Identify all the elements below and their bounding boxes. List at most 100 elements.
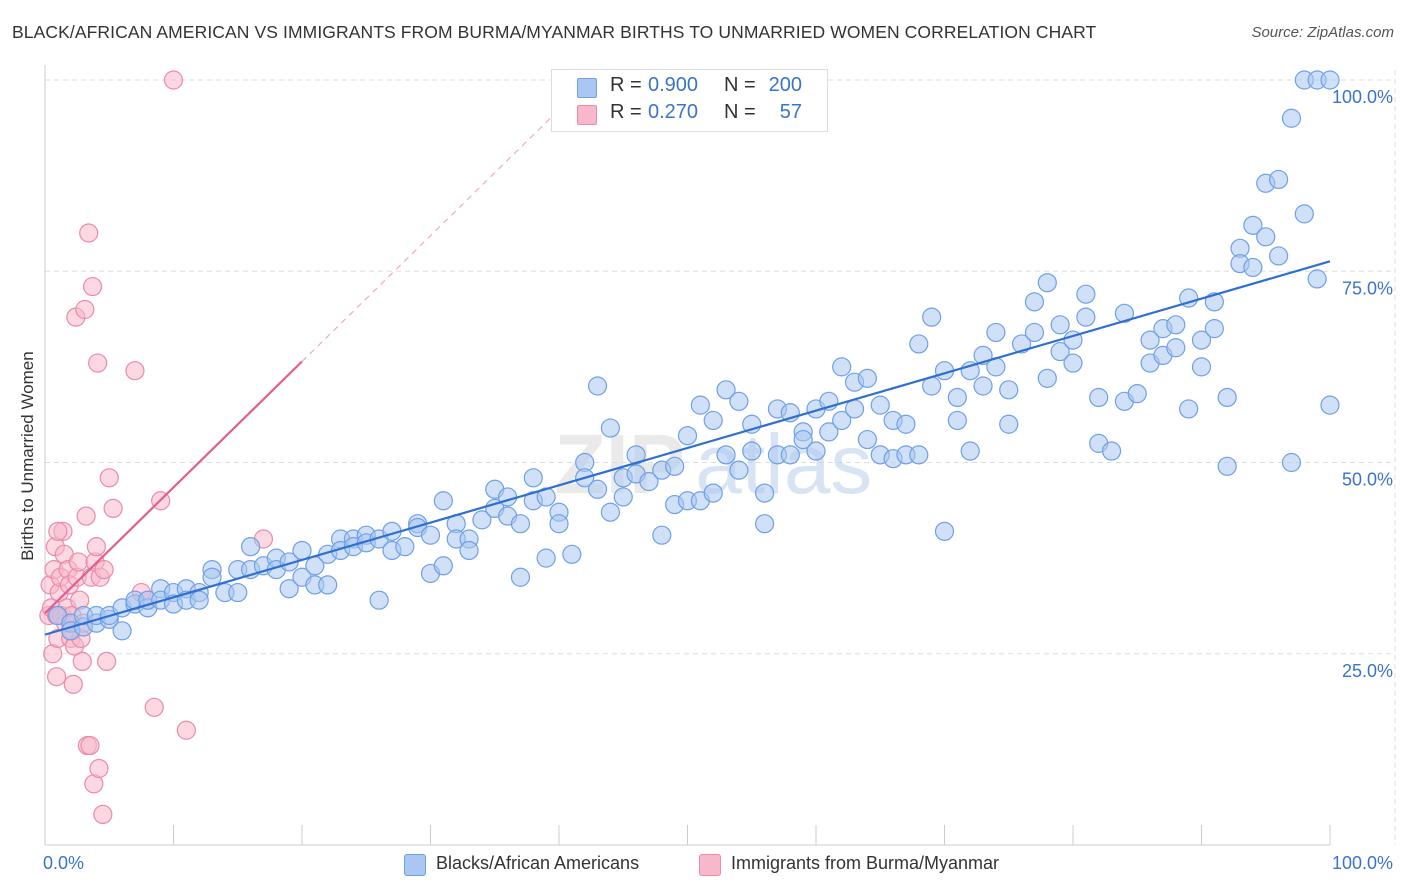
n-value: 200	[768, 74, 802, 96]
point-blacks	[433, 556, 453, 576]
point-burma	[76, 506, 96, 526]
point-blacks	[832, 357, 852, 377]
point-blacks	[754, 483, 775, 503]
point-burma	[86, 537, 107, 557]
point-blacks	[934, 521, 955, 541]
point-blacks	[1191, 330, 1212, 350]
point-burma	[89, 758, 109, 779]
point-blacks	[1268, 246, 1289, 266]
point-burma	[163, 70, 184, 90]
point-blacks	[870, 395, 890, 415]
point-burma	[75, 299, 95, 320]
point-burma	[68, 552, 89, 572]
point-burma	[176, 720, 196, 740]
stats-row-blacks: R = 0.900 N = 200	[552, 74, 827, 100]
point-blacks	[241, 537, 261, 557]
point-blacks	[832, 410, 852, 431]
point-blacks	[1320, 395, 1340, 415]
point-blacks	[510, 567, 531, 587]
point-blacks	[1140, 330, 1160, 350]
point-blacks	[1076, 307, 1096, 327]
correlation-stats-box: R = 0.900 N = 200 R = 0.270 N = 57	[551, 69, 828, 132]
point-blacks	[536, 548, 556, 568]
point-blacks	[1076, 284, 1096, 304]
series-blacks-points	[48, 70, 1340, 641]
point-blacks	[1243, 257, 1263, 278]
r-value: 0.900	[648, 74, 699, 96]
point-blacks	[1179, 399, 1199, 419]
point-blacks	[1024, 292, 1045, 312]
n-label: N =	[724, 74, 756, 96]
point-blacks	[1024, 322, 1045, 343]
y-axis-label: Births to Unmarried Women	[18, 351, 37, 561]
legend-swatch-blue	[404, 854, 426, 876]
axes	[44, 65, 1331, 846]
point-blacks	[420, 525, 441, 545]
point-blacks	[613, 487, 633, 507]
point-burma	[79, 223, 99, 243]
point-blacks	[973, 376, 993, 396]
point-blacks	[1204, 319, 1224, 339]
point-blacks	[729, 391, 749, 411]
point-burma	[46, 667, 67, 687]
stats-swatch-pink	[577, 105, 597, 125]
y-tick-label: 75.0%	[1342, 278, 1393, 298]
point-blacks	[1050, 315, 1070, 335]
point-blacks	[292, 540, 312, 561]
point-blacks	[819, 422, 839, 442]
legend-swatch-pink	[699, 854, 721, 876]
point-blacks	[665, 456, 685, 476]
point-blacks	[857, 368, 878, 388]
n-label: N =	[724, 101, 756, 123]
point-blacks	[909, 334, 929, 354]
point-blacks	[742, 441, 762, 461]
point-burma	[144, 697, 164, 717]
r-value: 0.270	[648, 101, 699, 123]
point-blacks	[1114, 303, 1135, 323]
point-blacks	[999, 380, 1019, 400]
trendline-burma	[44, 360, 303, 614]
point-blacks	[1281, 108, 1302, 128]
point-burma	[99, 468, 119, 488]
r-label: R =	[610, 101, 642, 123]
stats-row-burma: R = 0.270 N = 57	[552, 101, 827, 127]
point-blacks	[523, 468, 543, 488]
point-blacks	[947, 410, 967, 431]
point-blacks	[947, 387, 967, 408]
point-blacks	[922, 307, 942, 327]
trendline-blacks	[44, 260, 1331, 636]
chart-source: Source: ZipAtlas.com	[1251, 24, 1394, 41]
point-blacks	[279, 579, 299, 599]
point-blacks	[1256, 227, 1276, 247]
point-blacks	[498, 487, 518, 507]
point-blacks	[369, 590, 389, 610]
point-blacks	[1101, 441, 1122, 461]
point-burma	[94, 559, 114, 580]
point-blacks	[1166, 315, 1186, 335]
tick-labels: 25.0% 50.0% 75.0% 100.0% 0.0% 100.0%	[43, 87, 1393, 873]
point-blacks	[639, 472, 659, 492]
point-blacks	[1063, 353, 1083, 373]
point-blacks	[1127, 384, 1147, 404]
n-value: 57	[779, 101, 802, 123]
x-tick-label: 100.0%	[1332, 853, 1393, 873]
point-burma	[80, 735, 100, 756]
y-tick-label: 25.0%	[1342, 661, 1393, 681]
point-blacks	[587, 376, 608, 396]
point-blacks	[690, 395, 710, 415]
point-blacks	[1166, 338, 1186, 358]
point-blacks	[433, 491, 453, 511]
point-blacks	[1050, 341, 1070, 362]
point-blacks	[600, 502, 621, 522]
point-blacks	[754, 514, 775, 534]
point-blacks	[1243, 215, 1263, 235]
point-burma	[72, 651, 92, 672]
point-blacks	[780, 445, 800, 465]
point-blacks	[1179, 288, 1199, 308]
point-blacks	[1217, 456, 1237, 476]
point-blacks	[1268, 169, 1289, 190]
point-blacks	[318, 575, 338, 595]
point-blacks	[587, 479, 608, 499]
point-burma	[103, 498, 123, 518]
